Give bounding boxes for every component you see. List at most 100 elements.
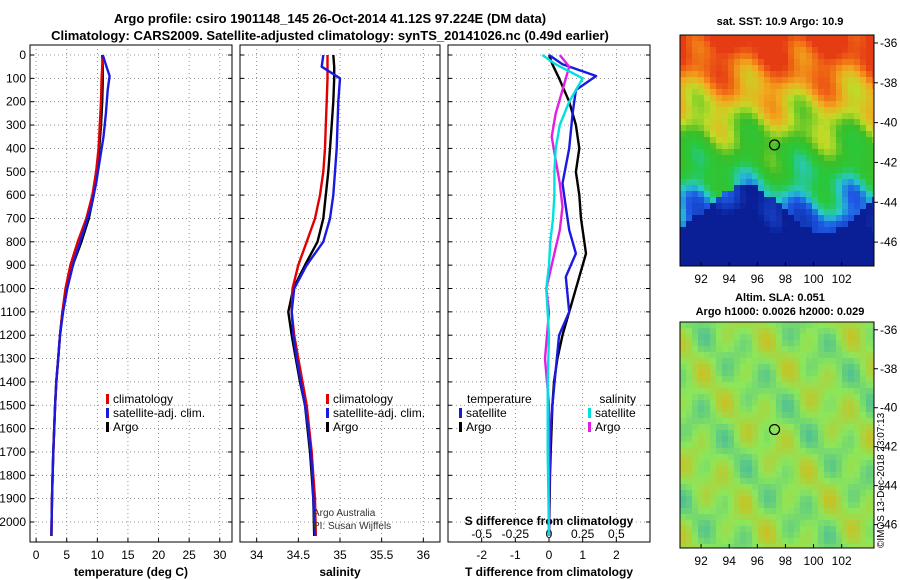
sla-map-cell <box>854 340 860 346</box>
sst-map-cell <box>782 53 788 59</box>
panel-1-frame <box>29 44 233 543</box>
sst-map-cell <box>740 89 746 95</box>
sla-map-cell <box>800 346 806 352</box>
sst-map-cell <box>770 239 776 245</box>
sst-map-cell <box>830 245 836 251</box>
sla-map-cell <box>794 544 800 548</box>
sla-map-cell <box>788 340 794 346</box>
sla-map-cell <box>758 364 764 370</box>
sst-map-cell <box>836 59 842 65</box>
sla-map-cell <box>872 502 874 508</box>
sla-map-cell <box>830 430 836 436</box>
sla-map-cell <box>704 472 710 478</box>
sst-map-cell <box>710 221 716 227</box>
sla-map-cell <box>800 526 806 532</box>
diff-salinity-legend-label: satellite <box>595 406 636 420</box>
sst-map-cell <box>782 89 788 95</box>
sst-map-cell <box>710 215 716 221</box>
sla-map-cell <box>710 544 716 548</box>
sst-map-cell <box>800 233 806 239</box>
sla-map-cell <box>716 502 722 508</box>
sla-map-cell <box>722 400 728 406</box>
sla-map-cell <box>764 472 770 478</box>
sla-map-cell <box>836 436 842 442</box>
sst-map-cell <box>866 227 872 233</box>
sla-map-cell <box>776 340 782 346</box>
sla-map-cell <box>818 460 824 466</box>
sst-map-cell <box>830 101 836 107</box>
sla-map-frame <box>679 321 875 549</box>
sla-map-cell <box>704 418 710 424</box>
sla-map-cell <box>776 484 782 490</box>
sst-map-cell <box>824 221 830 227</box>
sla-map-cell <box>746 508 752 514</box>
sst-map-cell <box>758 179 764 185</box>
sst-map-cell <box>698 131 704 137</box>
sst-map-cell <box>830 179 836 185</box>
sla-map-cell <box>830 514 836 520</box>
sla-map-cell <box>698 496 704 502</box>
sst-map-cell <box>860 71 866 77</box>
sst-map-cell <box>734 179 740 185</box>
sst-map-cell <box>806 257 812 263</box>
sla-map-cell <box>692 412 698 418</box>
sla-map-cell <box>848 400 854 406</box>
sla-map-cell <box>728 442 734 448</box>
sst-map-cell <box>872 173 874 179</box>
sla-map-cell <box>794 352 800 358</box>
sst-map-cell <box>728 77 734 83</box>
sla-map-cell <box>710 370 716 376</box>
sst-map-cell <box>716 137 722 143</box>
sla-map-cell <box>800 544 806 548</box>
sla-map-cell <box>716 412 722 418</box>
sla-map-cell <box>788 376 794 382</box>
sla-map-cell <box>800 430 806 436</box>
sla-map-cell <box>794 490 800 496</box>
sst-map-cell <box>854 173 860 179</box>
depth-tick-label: 300 <box>6 118 26 132</box>
sla-map-cell <box>692 496 698 502</box>
sla-map-cell <box>818 448 824 454</box>
sla-map-cell <box>866 496 872 502</box>
sla-map-cell <box>770 370 776 376</box>
sst-map-cell <box>686 53 692 59</box>
sla-map-cell <box>722 346 728 352</box>
sst-map-cell <box>824 107 830 113</box>
sst-map-cell <box>698 209 704 215</box>
sst-map-cell <box>722 233 728 239</box>
sst-map-cell <box>722 203 728 209</box>
sla-map-cell <box>740 412 746 418</box>
sla-map-cell <box>830 328 836 334</box>
sst-map-cell <box>752 107 758 113</box>
sla-map-cell <box>872 400 874 406</box>
sla-map-cell <box>842 370 848 376</box>
sst-map-cell <box>788 77 794 83</box>
sst-map-cell <box>836 113 842 119</box>
sla-map-cell <box>812 502 818 508</box>
sst-map-cell <box>740 77 746 83</box>
sst-map-cell <box>860 185 866 191</box>
sla-map-cell <box>686 430 692 436</box>
sla-map-cell <box>848 352 854 358</box>
sst-map-cell <box>728 125 734 131</box>
sst-map-cell <box>764 221 770 227</box>
sst-map-cell <box>716 257 722 263</box>
sst-map-cell <box>758 83 764 89</box>
sst-map-cell <box>746 263 752 266</box>
sla-map-cell <box>758 448 764 454</box>
sst-map-cell <box>866 53 872 59</box>
sla-map-cell <box>716 340 722 346</box>
sla-map-cell <box>764 460 770 466</box>
sla-map-cell <box>776 526 782 532</box>
sla-map-cell <box>818 472 824 478</box>
sst-map-cell <box>740 149 746 155</box>
sla-map-cell <box>734 400 740 406</box>
sla-map-cell <box>842 448 848 454</box>
sst-map-cell <box>782 167 788 173</box>
sst-map-cell <box>848 161 854 167</box>
sst-map-cell <box>746 185 752 191</box>
sla-map-cell <box>680 406 686 412</box>
sst-map-cell <box>818 119 824 125</box>
sla-map-cell <box>740 352 746 358</box>
sla-map-cell <box>740 532 746 538</box>
